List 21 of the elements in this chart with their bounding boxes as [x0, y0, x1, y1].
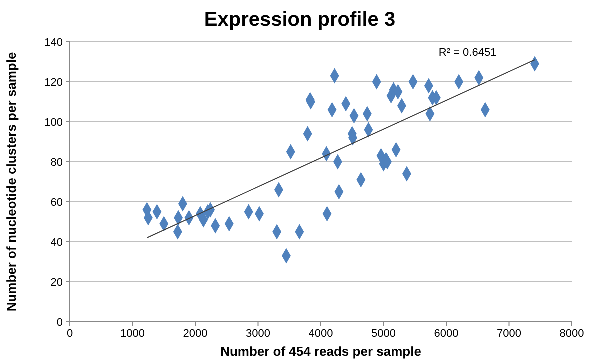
y-axis-title: Number of nucleotide clusters per sample — [4, 52, 19, 312]
x-tick-label: 4000 — [308, 328, 334, 340]
x-tick-label: 2000 — [183, 328, 208, 340]
x-tick-label: 5000 — [372, 328, 396, 340]
x-axis-title: Number of 454 reads per sample — [220, 344, 422, 359]
y-tick-label: 140 — [44, 37, 63, 49]
x-tick-label: 0 — [66, 328, 74, 340]
y-tick-label: 40 — [50, 237, 63, 249]
x-tick-label: 8000 — [560, 328, 584, 340]
x-tick-label: 1000 — [120, 328, 145, 340]
y-tick-label: 0 — [56, 317, 63, 329]
annotation: R² = 0.6451 — [438, 47, 497, 59]
y-tick-label: 20 — [50, 277, 63, 289]
y-tick-label: 80 — [50, 157, 63, 169]
y-tick-label: 100 — [44, 117, 63, 129]
x-tick-label: 3000 — [246, 328, 270, 340]
y-tick-label: 60 — [50, 197, 63, 209]
y-tick-label: 120 — [44, 77, 63, 89]
x-tick-label: 7000 — [497, 328, 522, 340]
chart-title: Expression profile 3 — [204, 9, 396, 31]
x-tick-label: 6000 — [434, 328, 459, 340]
